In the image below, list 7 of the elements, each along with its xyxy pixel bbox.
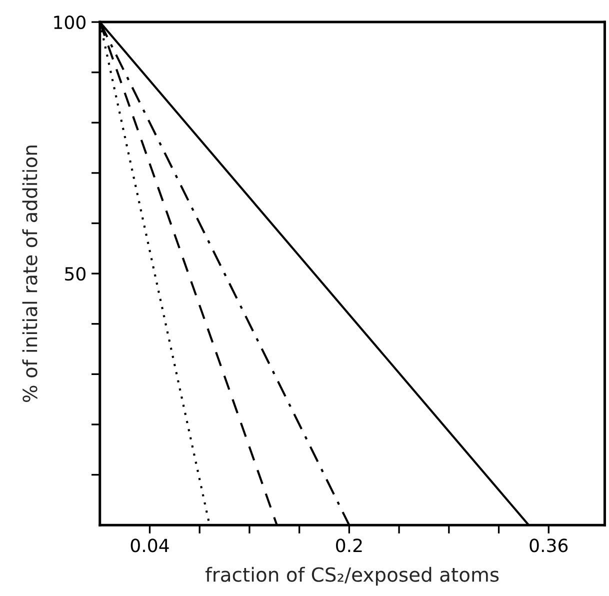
x-tick-label: 0.36	[530, 538, 568, 552]
x-tick-label: 0.04	[130, 538, 169, 552]
y-tick-label: 100	[54, 16, 86, 30]
x-tick-label: 0.2	[336, 538, 362, 552]
y-tick-label: 50	[65, 267, 86, 281]
x-axis-title: fraction of CS₂/exposed atoms	[205, 566, 499, 586]
y-axis-title: % of initial rate of addition	[22, 146, 38, 402]
